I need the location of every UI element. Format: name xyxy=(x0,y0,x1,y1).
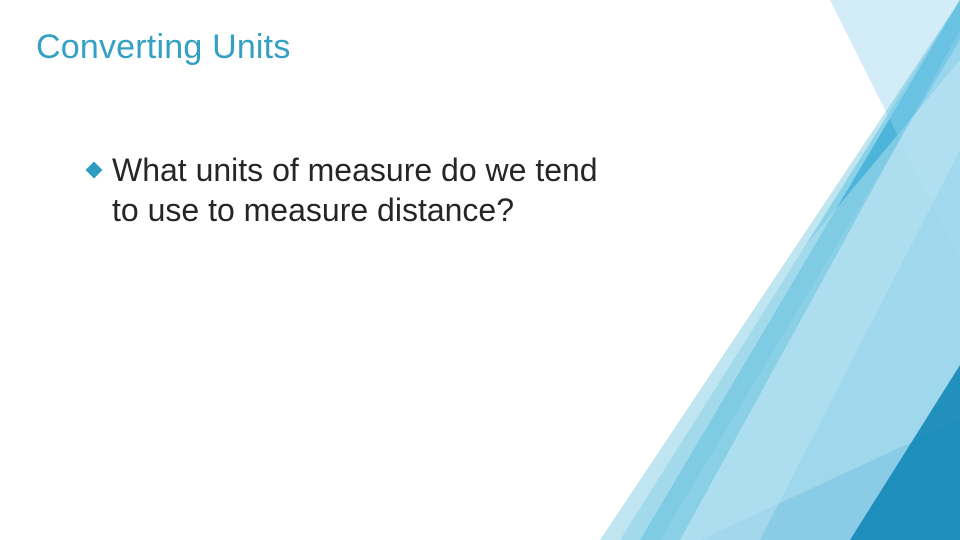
bullet-text: What units of measure do we tend to use … xyxy=(112,152,598,228)
facet-background xyxy=(0,0,960,540)
slide-body: What units of measure do we tend to use … xyxy=(88,150,608,230)
bullet-item: What units of measure do we tend to use … xyxy=(88,150,608,230)
slide-title: Converting Units xyxy=(36,28,291,67)
slide: Converting Units What units of measure d… xyxy=(0,0,960,540)
diamond-bullet-icon xyxy=(86,162,103,179)
